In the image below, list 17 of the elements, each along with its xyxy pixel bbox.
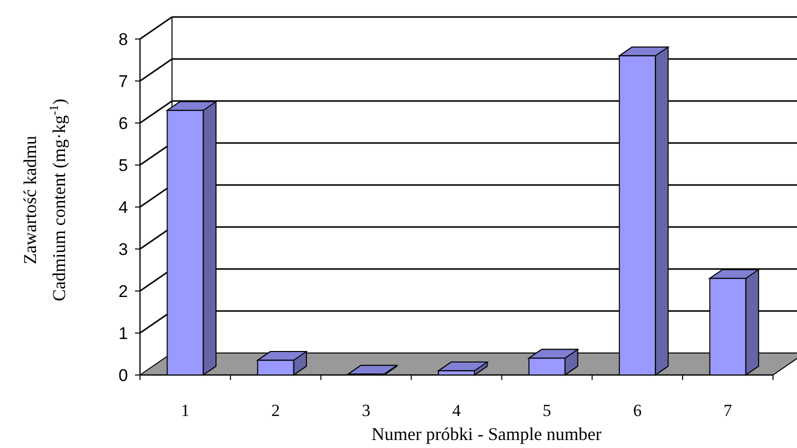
x-tick-label: 5 <box>542 401 552 420</box>
x-tick-label: 2 <box>271 401 280 420</box>
y-tick-label: 4 <box>118 198 128 217</box>
x-axis-title: Numer próbki - Sample number <box>372 424 602 444</box>
y-tick-label: 3 <box>118 240 128 259</box>
y-tick-label: 6 <box>118 114 128 133</box>
x-tick-label: 6 <box>633 401 642 420</box>
x-tick-label: 4 <box>452 401 462 420</box>
y-tick-label: 0 <box>118 366 128 385</box>
y-tick-label: 5 <box>118 156 128 175</box>
x-tick-label: 1 <box>180 401 190 420</box>
y-tick-label: 7 <box>118 72 128 91</box>
y-tick-label: 1 <box>118 324 128 343</box>
y-tick-label: 8 <box>118 30 128 49</box>
x-tick-label: 7 <box>724 401 733 420</box>
x-tick-label: 3 <box>362 401 370 420</box>
y-tick-label: 2 <box>118 282 128 301</box>
